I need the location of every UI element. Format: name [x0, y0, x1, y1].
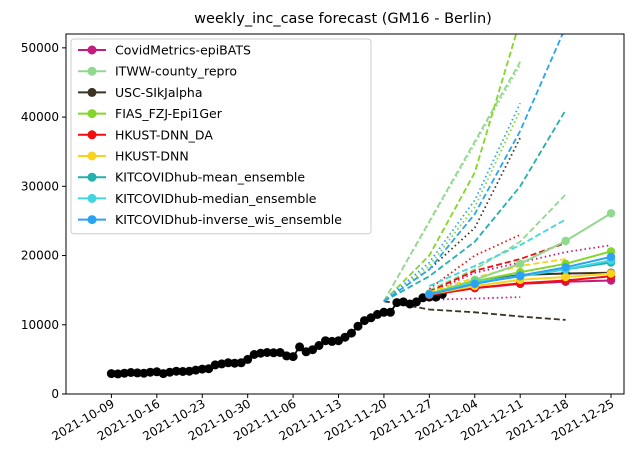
observed-point-38 [347, 328, 356, 338]
observed-point-12 [178, 367, 188, 376]
series-point-kitcovidhub-inverse-wis-ensemble-1 [425, 290, 434, 299]
legend-label-hkust-dnn: HKUST-DNN [115, 149, 189, 164]
legend-label-hkust-dnn-da: HKUST-DNN_DA [115, 127, 213, 142]
y-tick-label-0: 0 [51, 387, 59, 401]
series-point-itww-county-repro-5 [606, 209, 616, 218]
observed-point-32 [308, 345, 318, 355]
y-tick-label-20000: 20000 [21, 249, 59, 263]
chart-title: weekly_inc_case forecast (GM16 - Berlin) [194, 11, 492, 27]
observed-point-29 [288, 352, 298, 362]
series-point-kitcovidhub-inverse-wis-ensemble-4 [561, 263, 570, 272]
band-covidmetrics-epibats-2 [429, 296, 521, 301]
band-itww-county-repro-3 [383, 64, 521, 302]
band-kitcovidhub-mean-ensemble-1 [383, 109, 567, 302]
band-kitcovidhub-inverse-wis-ensemble-2 [383, 102, 522, 302]
series-point-kitcovidhub-inverse-wis-ensemble-2 [470, 279, 479, 289]
legend-swatch-marker-hkust-dnn [87, 151, 97, 161]
observed-point-33 [314, 341, 324, 350]
legend-swatch-marker-kitcovidhub-median-ensemble [87, 193, 97, 203]
legend-label-usc-sikjalpha: USC-SIkJalpha [115, 85, 203, 100]
band-usc-sikjalpha-1 [383, 300, 566, 321]
legend-swatch-marker-hkust-dnn-da [87, 130, 97, 140]
band-kitcovidhub-median-ensemble-1 [428, 218, 567, 287]
legend-box [70, 38, 372, 235]
y-tick-label-30000: 30000 [21, 179, 59, 193]
legend-swatch-marker-kitcovidhub-inverse-wis-ensemble [87, 215, 97, 225]
y-tick-label-50000: 50000 [21, 41, 59, 55]
observed-point-28 [282, 351, 292, 361]
observed-point-48 [411, 297, 421, 307]
band-kitcovidhub-inverse-wis-ensemble-1 [383, 34, 564, 302]
observed-point-2 [113, 369, 123, 379]
observed-point-19 [223, 358, 233, 368]
observed-point-34 [321, 336, 330, 346]
observed-point-44 [385, 307, 395, 317]
legend-swatch-marker-itww-county-repro [87, 66, 97, 76]
legend-swatch-marker-covidmetrics-epibats [87, 45, 97, 55]
observed-point-30 [295, 342, 305, 352]
observed-line [111, 293, 443, 375]
observed-point-39 [353, 321, 363, 331]
legend-swatch-marker-fias-fzj-epi1ger [87, 109, 97, 119]
observed-point-45 [392, 298, 402, 308]
series-point-kitcovidhub-inverse-wis-ensemble-5 [606, 252, 616, 262]
series-point-kitcovidhub-inverse-wis-ensemble-3 [516, 271, 525, 280]
band-hkust-dnn-da-2 [428, 233, 521, 290]
observed-point-22 [243, 354, 253, 364]
y-tick-label-40000: 40000 [21, 110, 59, 124]
observed-point-4 [126, 368, 136, 377]
legend-label-kitcovidhub-inverse-wis-ensemble: KITCOVIDhub-inverse_wis_ensemble [115, 212, 342, 227]
observed-point-20 [230, 358, 240, 368]
legend-swatch-marker-usc-sikjalpha [87, 87, 97, 97]
series-point-hkust-dnn-5 [606, 269, 616, 278]
observed-point-25 [262, 348, 272, 357]
observed-point-37 [340, 332, 350, 342]
band-fias-fzj-epi1ger-2 [383, 109, 522, 302]
legend-label-itww-county-repro: ITWW-county_repro [115, 64, 237, 79]
band-hkust-dnn-da-1 [428, 242, 566, 293]
plot-frame [65, 33, 625, 395]
observed-point-3 [119, 368, 129, 378]
observed-point-26 [269, 348, 279, 358]
observed-point-43 [379, 307, 389, 317]
legend-label-kitcovidhub-median-ensemble: KITCOVIDhub-median_ensemble [115, 191, 317, 206]
observed-point-35 [327, 336, 337, 346]
legend: CovidMetrics-epiBATS ITWW-county_repro USC… [70, 38, 372, 235]
y-tick-label-10000: 10000 [21, 318, 59, 332]
observed-point-11 [171, 366, 181, 376]
legend-swatch-marker-kitcovidhub-mean-ensemble [87, 172, 97, 182]
observed-point-7 [145, 367, 155, 377]
observed-point-16 [204, 364, 214, 374]
observed-point-15 [197, 364, 207, 374]
legend-label-fias-fzj-epi1ger: FIAS_FZJ-Epi1Ger [115, 106, 223, 121]
series-point-hkust-dnn-4 [561, 272, 570, 282]
legend-label-covidmetrics-epibats: CovidMetrics-epiBATS [115, 43, 251, 58]
series-point-itww-county-repro-4 [561, 236, 570, 246]
observed-point-5 [132, 368, 142, 378]
legend-label-kitcovidhub-mean-ensemble: KITCOVIDhub-mean_ensemble [115, 170, 305, 185]
observed-point-1 [106, 369, 116, 379]
series-point-itww-county-repro-3 [516, 259, 525, 268]
plot-area [106, 34, 616, 379]
band-fias-fzj-epi1ger-1 [383, 34, 518, 302]
band-covidmetrics-epibats-1 [428, 244, 612, 294]
band-hkust-dnn-1 [429, 258, 566, 294]
